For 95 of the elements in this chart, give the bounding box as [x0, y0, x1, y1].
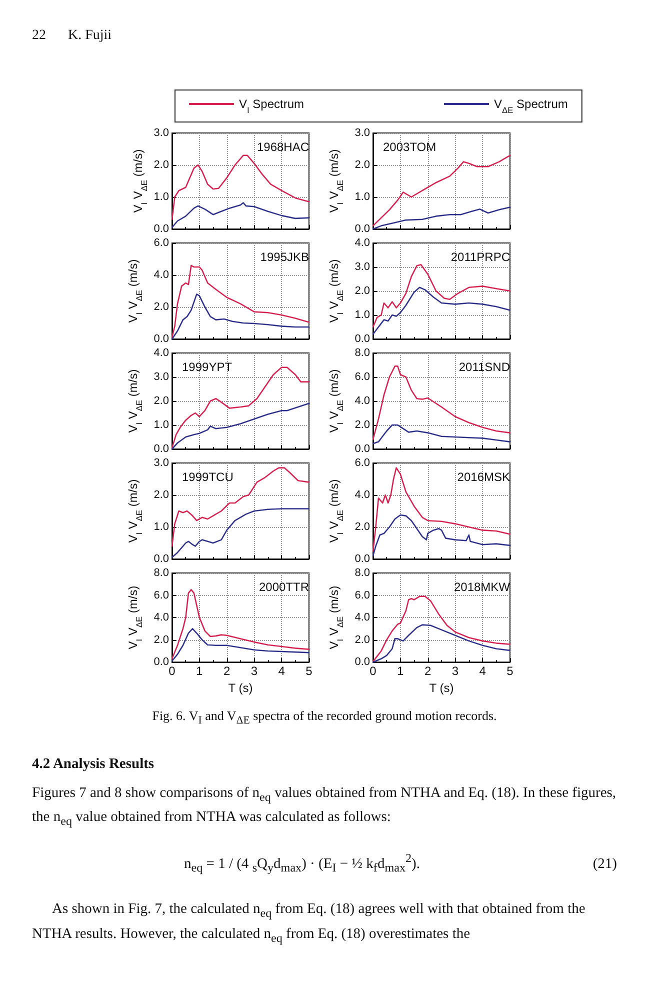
x-axis-title: T (s)	[228, 681, 253, 695]
x-tick-label: 3	[250, 664, 258, 678]
x-axis-title: T (s)	[429, 681, 454, 695]
y-tick-label: 8.0	[154, 567, 169, 579]
y-tick-label: 3.0	[154, 457, 169, 469]
text: 1999TCU	[182, 470, 234, 484]
x-tick-label: 5	[506, 664, 514, 678]
y-tick-label: 1.0	[154, 521, 169, 533]
y-tick-label: 0.0	[154, 333, 169, 345]
x-tick-label: 2	[424, 664, 432, 678]
x-tick-label: 5	[306, 664, 313, 678]
y-tick-label: 2.0	[154, 634, 169, 646]
text: As shown in Fig. 7, the calculated n$_{eq}$ from Eq. (18) agrees well with that obtained from the NTHA results. However, the calculated n$_{eq}$ from Eq. (18) overestimates the	[32, 900, 586, 947]
y-tick-label: 6.0	[354, 371, 370, 383]
text: 2000TTR	[258, 580, 310, 594]
caption: Fig. 6. V$_{I}$ and V$_{ΔE}$ spectra of the recorded ground motion records.	[151, 707, 498, 729]
y-tick-label: 0.0	[354, 656, 370, 668]
y-tick-label: 0.0	[154, 553, 169, 565]
x-tick-label: 4	[278, 664, 286, 678]
line-series	[372, 424, 511, 444]
x-tick-label: 0	[370, 664, 377, 678]
text: 22	[32, 28, 46, 43]
y-axis-title: VI VΔE (m/s)	[131, 149, 149, 213]
y-tick-label: 0.0	[354, 333, 370, 345]
text: K. Fujii	[68, 28, 112, 43]
text: (21)	[592, 855, 617, 874]
text: 4.2 Analysis Results	[32, 754, 156, 774]
text: 1995JKB	[260, 250, 309, 264]
y-axis-title: VI VΔE (m/s)	[126, 479, 144, 543]
y-tick-label: 6.0	[354, 589, 370, 602]
y-tick-label: 2.0	[354, 634, 370, 646]
y-axis-title: VI VΔE (m/s)	[326, 149, 345, 213]
y-axis-title: VI VΔE (m/s)	[126, 586, 144, 650]
x-tick-label: 0	[168, 664, 176, 678]
line-series	[372, 286, 511, 335]
y-tick-label: 4.0	[154, 269, 169, 281]
text: 1999YPT	[182, 360, 233, 374]
y-tick-label: 2.0	[354, 285, 370, 297]
line-series	[372, 154, 511, 226]
y-tick-label: 0.0	[154, 223, 169, 235]
y-tick-label: 1.0	[354, 309, 370, 321]
y-tick-label: 0.0	[354, 553, 370, 565]
y-tick-label: 4.0	[354, 395, 370, 407]
y-axis-title: VI VΔE (m/s)	[326, 259, 345, 323]
y-tick-label: 4.0	[154, 347, 169, 359]
text: Figures 7 and 8 show comparisons of n$_{eq}$ values obtained from NTHA and Eq. (18). In these figures, the n$_{eq}$ value obtained from NTHA was calculated as follows:	[32, 784, 616, 828]
y-tick-label: 1.0	[154, 419, 169, 431]
x-tick-label: 3	[452, 664, 459, 678]
y-tick-label: 6.0	[354, 457, 370, 469]
y-tick-label: 6.0	[154, 589, 169, 602]
y-axis-title: VI VΔE (m/s)	[326, 369, 345, 433]
y-tick-label: 3.0	[154, 127, 169, 139]
x-tick-label: 1	[397, 664, 404, 678]
y-tick-label: 4.0	[354, 237, 370, 249]
y-tick-label: 1.0	[354, 191, 370, 203]
y-tick-label: 1.0	[154, 191, 169, 203]
y-tick-label: 2.0	[154, 301, 169, 313]
y-tick-label: 2.0	[354, 521, 370, 533]
y-axis-title: VI VΔE (m/s)	[126, 369, 144, 433]
y-tick-label: 6.0	[154, 237, 169, 249]
text: 2011PRPC	[450, 250, 510, 264]
line-series	[372, 467, 511, 552]
x-tick-label: 1	[196, 664, 204, 678]
text: 1968HAC	[256, 140, 310, 154]
text: 2003TOM	[383, 140, 436, 154]
x-tick-label: 2	[223, 664, 230, 678]
line-series	[372, 264, 511, 328]
y-tick-label: 8.0	[354, 567, 370, 579]
text: 2018MKW	[454, 580, 511, 594]
y-tick-label: 4.0	[154, 612, 169, 624]
text: 2011SND	[458, 360, 510, 374]
y-tick-label: 2.0	[154, 489, 169, 501]
y-tick-label: 3.0	[154, 371, 169, 383]
y-axis-title: VI VΔE (m/s)	[126, 259, 144, 323]
y-tick-label: 3.0	[354, 261, 370, 273]
y-axis-title: VI VΔE (m/s)	[326, 479, 345, 543]
text: n$_{eq}$ = 1 / (4 $_{s}$Q$_{y}$d$_{max}$) · (E$_{I}$ − ½ k$_{f}$d$_{max}$$^{2}$).	[184, 851, 420, 876]
y-tick-label: 2.0	[354, 419, 370, 431]
y-tick-label: 8.0	[354, 347, 370, 359]
line-series	[171, 467, 310, 547]
text: 2016MSK	[457, 470, 510, 484]
y-tick-label: 4.0	[354, 489, 370, 501]
y-tick-label: 0.0	[154, 443, 169, 455]
y-tick-label: 2.0	[154, 159, 169, 171]
y-tick-label: 3.0	[354, 127, 370, 139]
y-tick-label: 2.0	[154, 395, 169, 407]
line-series	[171, 154, 310, 220]
line-series	[372, 514, 511, 556]
y-tick-label: 0.0	[154, 656, 169, 668]
x-tick-label: 4	[479, 664, 486, 678]
y-axis-title: VI VΔE (m/s)	[326, 586, 345, 650]
y-tick-label: 0.0	[354, 443, 370, 455]
y-tick-label: 2.0	[354, 159, 370, 171]
y-tick-label: 4.0	[354, 612, 370, 624]
y-tick-label: 0.0	[354, 223, 370, 235]
